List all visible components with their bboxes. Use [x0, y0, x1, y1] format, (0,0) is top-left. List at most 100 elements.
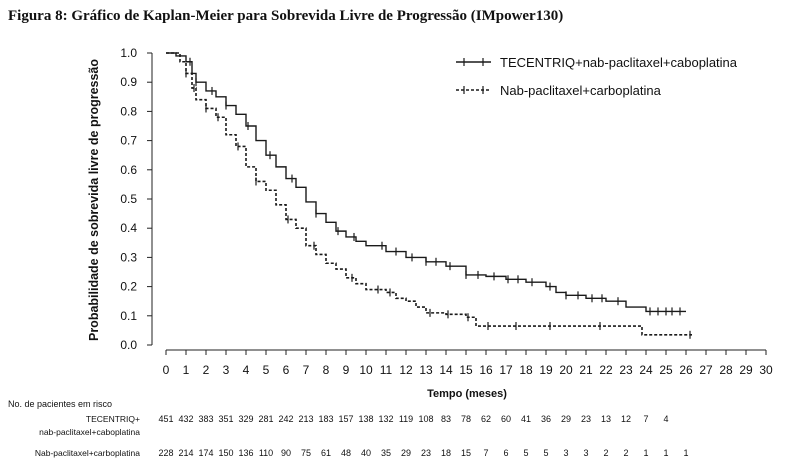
- risk-count: 41: [521, 414, 531, 424]
- risk-count: 150: [218, 448, 233, 458]
- x-tick-label: 30: [759, 363, 773, 377]
- risk-row-label: nab-paclitaxel+caboplatina: [39, 427, 140, 437]
- y-tick-label: 0.9: [120, 75, 137, 89]
- x-tick-label: 1: [183, 363, 190, 377]
- risk-count: 23: [421, 448, 431, 458]
- x-tick-label: 15: [459, 363, 473, 377]
- x-tick-label: 4: [243, 363, 250, 377]
- survival-curves: [166, 52, 692, 339]
- risk-count: 214: [178, 448, 193, 458]
- risk-table: No. de pacientes em risco TECENTRIQ+ nab-p…: [8, 399, 689, 458]
- y-tick-label: 0.2: [120, 280, 137, 294]
- risk-count: 136: [238, 448, 253, 458]
- risk-count: 78: [461, 414, 471, 424]
- y-tick-label: 0.7: [120, 134, 137, 148]
- x-tick-label: 23: [619, 363, 633, 377]
- risk-count: 5: [543, 448, 548, 458]
- y-tick-label: 0.8: [120, 104, 137, 118]
- x-axis-label: Tempo (meses): [427, 388, 507, 400]
- x-tick-label: 14: [439, 363, 453, 377]
- risk-count: 329: [238, 414, 253, 424]
- x-tick-label: 5: [263, 363, 270, 377]
- km-curve-tecentriq: [166, 52, 686, 313]
- legend-label: TECENTRIQ+nab-paclitaxel+caboplatina: [500, 55, 738, 70]
- x-tick-label: 17: [499, 363, 513, 377]
- risk-count: 60: [501, 414, 511, 424]
- x-tick-label: 28: [719, 363, 733, 377]
- x-tick-label: 10: [359, 363, 373, 377]
- risk-table-title: No. de pacientes em risco: [8, 399, 112, 409]
- risk-count: 451: [158, 414, 173, 424]
- x-tick-label: 3: [223, 363, 230, 377]
- risk-count: 5: [523, 448, 528, 458]
- y-tick-label: 0.4: [120, 221, 137, 235]
- risk-count: 7: [643, 414, 648, 424]
- risk-count: 18: [441, 448, 451, 458]
- x-tick-label: 24: [639, 363, 653, 377]
- risk-count: 157: [338, 414, 353, 424]
- risk-count: 35: [381, 448, 391, 458]
- x-tick-label: 11: [380, 363, 393, 377]
- risk-count: 228: [158, 448, 173, 458]
- x-tick-label: 7: [303, 363, 310, 377]
- risk-count: 3: [563, 448, 568, 458]
- y-tick-label: 1.0: [120, 46, 137, 60]
- risk-count: 12: [621, 414, 631, 424]
- risk-count: 383: [198, 414, 213, 424]
- x-tick-label: 16: [479, 363, 493, 377]
- legend-label: Nab-paclitaxel+carboplatina: [500, 83, 662, 98]
- risk-count: 2: [603, 448, 608, 458]
- risk-count: 13: [601, 414, 611, 424]
- x-tick-label: 0: [163, 363, 170, 377]
- x-tick-label: 12: [399, 363, 413, 377]
- risk-count: 62: [481, 414, 491, 424]
- x-tick-label: 13: [419, 363, 433, 377]
- risk-count: 90: [281, 448, 291, 458]
- risk-count: 351: [218, 414, 233, 424]
- x-tick-label: 20: [559, 363, 573, 377]
- x-tick-label: 22: [599, 363, 613, 377]
- y-tick-label: 0.6: [120, 163, 137, 177]
- risk-count: 108: [418, 414, 433, 424]
- risk-count: 242: [278, 414, 293, 424]
- x-tick-label: 9: [343, 363, 350, 377]
- risk-count: 174: [198, 448, 213, 458]
- risk-count: 138: [358, 414, 373, 424]
- risk-count: 1: [663, 448, 668, 458]
- risk-count: 183: [318, 414, 333, 424]
- risk-row-label: TECENTRIQ+: [86, 414, 140, 424]
- risk-count: 61: [321, 448, 331, 458]
- x-tick-label: 21: [579, 363, 593, 377]
- risk-count: 110: [259, 448, 273, 458]
- x-tick-label: 25: [659, 363, 673, 377]
- risk-count: 23: [581, 414, 591, 424]
- risk-count: 3: [583, 448, 588, 458]
- risk-count: 1: [683, 448, 688, 458]
- risk-count: 1: [643, 448, 648, 458]
- risk-count: 29: [401, 448, 411, 458]
- x-tick-label: 27: [699, 363, 713, 377]
- risk-count: 48: [341, 448, 351, 458]
- x-tick-label: 18: [519, 363, 533, 377]
- y-tick-label: 0.3: [120, 250, 137, 264]
- risk-count: 2: [623, 448, 628, 458]
- risk-count: 15: [461, 448, 471, 458]
- risk-count: 29: [561, 414, 571, 424]
- risk-count: 75: [301, 448, 311, 458]
- y-tick-label: 0.1: [120, 309, 137, 323]
- axes: 0.00.10.20.30.40.50.60.70.80.91.00 1 2 3 4 5 6…: [87, 46, 773, 400]
- risk-count: 213: [298, 414, 313, 424]
- km-curve-control: [166, 52, 692, 336]
- x-tick-label: 29: [739, 363, 753, 377]
- risk-row-label: Nab-paclitaxel+carboplatina: [35, 448, 140, 458]
- x-tick-label: 26: [679, 363, 693, 377]
- y-tick-label: 0.0: [120, 338, 137, 352]
- x-tick-label: 19: [539, 363, 553, 377]
- y-axis-label: Probabilidade de sobrevida livre de prog…: [87, 59, 101, 341]
- x-tick-label: 8: [323, 363, 330, 377]
- legend: TECENTRIQ+nab-paclitaxel+caboplatina Nab-…: [456, 55, 738, 98]
- risk-count: 281: [258, 414, 273, 424]
- x-tick-label: 2: [203, 363, 210, 377]
- risk-count: 40: [361, 448, 371, 458]
